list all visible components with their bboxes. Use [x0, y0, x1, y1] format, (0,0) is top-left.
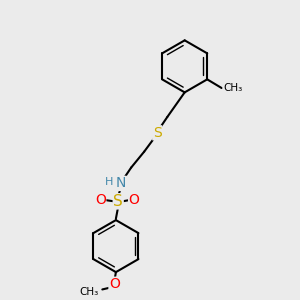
Text: S: S	[113, 194, 123, 209]
Text: CH₃: CH₃	[79, 287, 99, 297]
Text: CH₃: CH₃	[223, 83, 242, 93]
Text: O: O	[129, 193, 140, 207]
Text: O: O	[95, 193, 106, 207]
Text: N: N	[116, 176, 126, 190]
Text: S: S	[153, 126, 162, 140]
Text: O: O	[109, 277, 120, 291]
Text: H: H	[105, 177, 113, 187]
